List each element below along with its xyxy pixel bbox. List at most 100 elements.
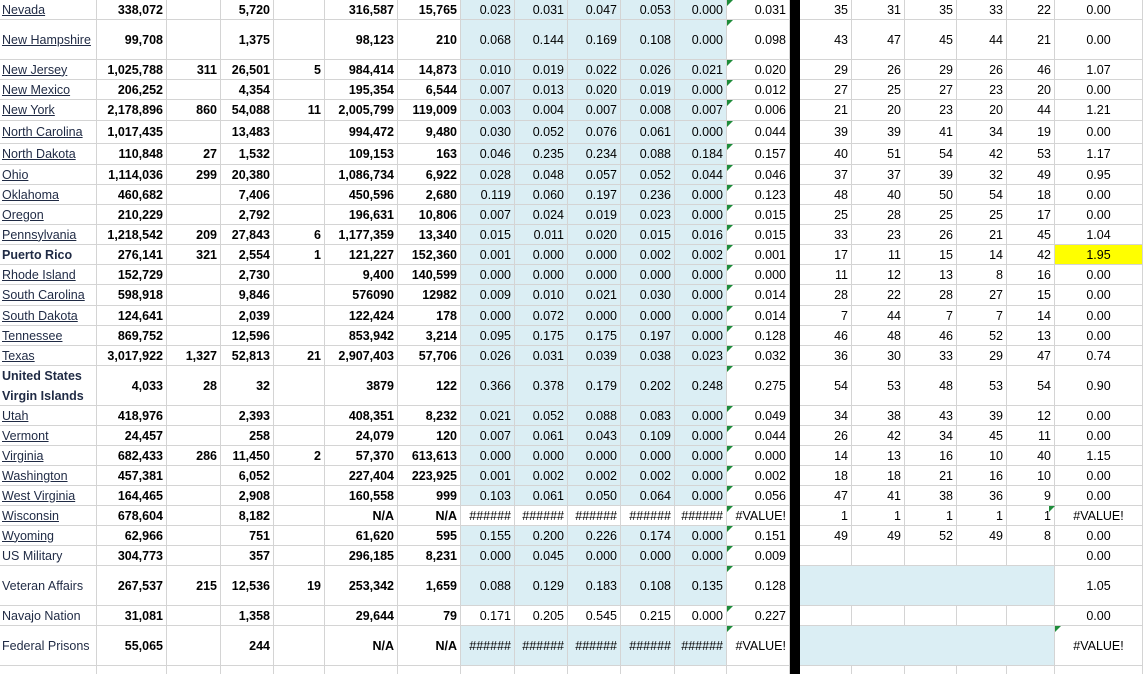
- cell: 26,501: [221, 60, 274, 80]
- cell: 34: [905, 426, 957, 446]
- row-name[interactable]: Wyoming: [0, 526, 97, 546]
- cell: 0.00: [1055, 121, 1143, 144]
- empty-cell: [97, 666, 167, 674]
- cell: 11: [1007, 426, 1055, 446]
- row-name[interactable]: New York: [0, 100, 97, 121]
- cell: 0.215: [621, 606, 675, 626]
- row-name[interactable]: Oklahoma: [0, 185, 97, 205]
- cell: 0.000: [621, 446, 675, 466]
- cell: 57,706: [398, 346, 461, 366]
- row-name[interactable]: Utah: [0, 406, 97, 426]
- row-name[interactable]: West Virginia: [0, 486, 97, 506]
- cell: 52: [957, 326, 1007, 346]
- cell: 1: [957, 506, 1007, 526]
- cell: 0.129: [515, 566, 568, 606]
- cell: 42: [957, 144, 1007, 165]
- cell: 34: [957, 121, 1007, 144]
- row-name[interactable]: Texas: [0, 346, 97, 366]
- cell: 21: [800, 100, 852, 121]
- empty-cell: [221, 666, 274, 674]
- cell: 0.000: [461, 265, 515, 285]
- row-name[interactable]: Oregon: [0, 205, 97, 225]
- cell: 2,730: [221, 265, 274, 285]
- row-name[interactable]: Tennessee: [0, 326, 97, 346]
- row-name[interactable]: New Jersey: [0, 60, 97, 80]
- cell: #VALUE!: [1055, 626, 1143, 666]
- cell: 0.000: [675, 606, 727, 626]
- cell: 45: [905, 20, 957, 60]
- row-name[interactable]: Virginia: [0, 446, 97, 466]
- cell: 152,729: [97, 265, 167, 285]
- cell: 0.000: [675, 265, 727, 285]
- cell: 0.000: [621, 306, 675, 326]
- row-name[interactable]: Nevada: [0, 0, 97, 20]
- row-name[interactable]: North Carolina: [0, 121, 97, 144]
- row-name[interactable]: Pennsylvania: [0, 225, 97, 245]
- cell: 0.151: [727, 526, 790, 546]
- empty-cell: [1007, 546, 1055, 566]
- cell: 276,141: [97, 245, 167, 265]
- row-name[interactable]: Ohio: [0, 165, 97, 185]
- cell: 0.227: [727, 606, 790, 626]
- cell: 0.019: [621, 80, 675, 100]
- cell: 0.043: [568, 426, 621, 446]
- row-name[interactable]: Vermont: [0, 426, 97, 446]
- cell: 45: [1007, 225, 1055, 245]
- cell: 0.007: [461, 80, 515, 100]
- cell: 7: [905, 306, 957, 326]
- cell: 20: [1007, 80, 1055, 100]
- cell: 0.061: [515, 426, 568, 446]
- cell: 0.095: [461, 326, 515, 346]
- cell: ######: [675, 506, 727, 526]
- cell: 14,873: [398, 60, 461, 80]
- empty-cell: [167, 666, 221, 674]
- cell: 53: [957, 366, 1007, 406]
- cell: 2,907,403: [325, 346, 398, 366]
- cell: 46: [905, 326, 957, 346]
- row-name[interactable]: Rhode Island: [0, 265, 97, 285]
- row-name[interactable]: New Mexico: [0, 80, 97, 100]
- cell: 36: [957, 486, 1007, 506]
- empty-cell: [167, 426, 221, 446]
- cell: 37: [800, 165, 852, 185]
- cell: 33: [905, 346, 957, 366]
- cell: 47: [852, 20, 905, 60]
- cell: 5,720: [221, 0, 274, 20]
- error-indicator: [727, 144, 733, 150]
- cell: 61,620: [325, 526, 398, 546]
- row-name[interactable]: Wisconsin: [0, 506, 97, 526]
- error-indicator: [727, 466, 733, 472]
- cell: 0.157: [727, 144, 790, 165]
- cell: 0.021: [461, 406, 515, 426]
- empty-cell: [167, 486, 221, 506]
- row-name[interactable]: South Carolina: [0, 285, 97, 306]
- cell: 12: [852, 265, 905, 285]
- cell: 0.068: [461, 20, 515, 60]
- error-indicator: [727, 346, 733, 352]
- cell: 0.00: [1055, 466, 1143, 486]
- cell: 0.95: [1055, 165, 1143, 185]
- empty-cell: [274, 285, 325, 306]
- row-name[interactable]: South Dakota: [0, 306, 97, 326]
- cell: 29: [800, 60, 852, 80]
- cell: 26: [905, 225, 957, 245]
- cell: 0.060: [515, 185, 568, 205]
- cell: 0.024: [515, 205, 568, 225]
- row-name[interactable]: North Dakota: [0, 144, 97, 165]
- cell: 0.000: [621, 265, 675, 285]
- cell: ######: [621, 506, 675, 526]
- cell: 6,544: [398, 80, 461, 100]
- row-name[interactable]: New Hampshire: [0, 20, 97, 60]
- cell: 50: [905, 185, 957, 205]
- cell: 44: [1007, 100, 1055, 121]
- cell: 0.00: [1055, 406, 1143, 426]
- cell: 22: [852, 285, 905, 306]
- cell: 178: [398, 306, 461, 326]
- cell: 0.015: [621, 225, 675, 245]
- row-name: US Military: [0, 546, 97, 566]
- row-name[interactable]: Washington: [0, 466, 97, 486]
- cell: 0.014: [727, 306, 790, 326]
- cell: 21: [905, 466, 957, 486]
- cell: 8,231: [398, 546, 461, 566]
- cell: 1.17: [1055, 144, 1143, 165]
